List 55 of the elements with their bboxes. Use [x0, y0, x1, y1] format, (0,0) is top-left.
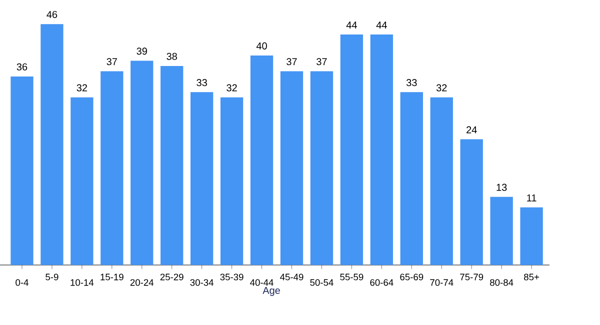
data-label: 44	[376, 22, 387, 29]
data-label: 13	[496, 184, 507, 191]
x-tick-label: 60-64	[370, 279, 394, 286]
x-tick-label: 25-29	[160, 274, 184, 280]
data-label: 37	[106, 58, 117, 66]
x-tick-label: 40-44	[250, 279, 274, 286]
bar	[400, 92, 423, 265]
x-tick-label: 70-74	[430, 279, 454, 286]
data-label: 39	[136, 48, 147, 55]
data-label: 24	[466, 126, 477, 134]
x-tick-label: 5-9	[46, 274, 58, 280]
data-label: 37	[316, 58, 327, 66]
bar	[160, 66, 184, 265]
data-label: 46	[46, 10, 58, 18]
x-tick-label: 55-59	[340, 274, 364, 280]
data-label: 40	[256, 42, 267, 50]
bar	[520, 207, 543, 265]
x-tick-label: 85+	[524, 274, 539, 280]
x-tick-label: 75-79	[460, 274, 484, 280]
bar	[100, 71, 124, 265]
data-label: 36	[16, 63, 28, 70]
data-label: 32	[76, 84, 88, 92]
bar	[310, 71, 334, 265]
data-label: 11	[527, 194, 536, 202]
bar	[130, 60, 154, 265]
data-label: 32	[436, 84, 447, 92]
x-tick-label: 80-84	[490, 279, 514, 286]
bar	[490, 196, 513, 265]
bar	[250, 56, 274, 265]
bar	[40, 24, 64, 265]
x-tick-label: 50-54	[310, 279, 334, 286]
data-label: 33	[196, 79, 207, 86]
data-label: 38	[166, 52, 177, 60]
x-tick-label: 15-19	[100, 274, 124, 280]
bar	[430, 97, 453, 265]
bar	[10, 76, 34, 265]
data-label: 33	[406, 79, 417, 86]
x-tick-label: 45-49	[280, 274, 304, 280]
x-tick-label: 30-34	[190, 279, 214, 286]
x-tick-label: 0-4	[16, 279, 28, 286]
data-label: 37	[286, 58, 297, 66]
data-label: 32	[226, 84, 237, 92]
x-tick-label: 65-69	[400, 274, 424, 280]
bar	[220, 97, 244, 265]
bar	[370, 34, 394, 265]
x-tick-label: 35-39	[220, 274, 244, 280]
x-axis-title: Age	[262, 286, 280, 296]
x-tick-label: 20-24	[130, 279, 154, 286]
bar	[280, 71, 304, 265]
bar	[70, 97, 94, 265]
data-label: 44	[346, 22, 357, 29]
bar	[190, 92, 214, 265]
bar	[340, 34, 364, 265]
bar	[460, 139, 483, 265]
x-tick-label: 10-14	[70, 279, 94, 286]
